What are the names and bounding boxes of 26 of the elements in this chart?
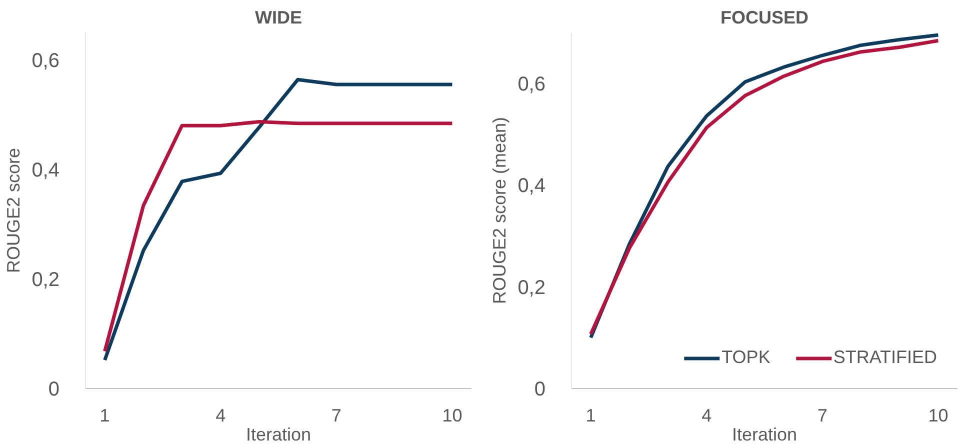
y-tick-label: 0,6 xyxy=(518,73,546,96)
x-tick-label: 10 xyxy=(928,406,948,426)
y-tick-label: 0,4 xyxy=(518,175,546,198)
chart-title: WIDE xyxy=(255,8,302,28)
x-tick-label: 4 xyxy=(216,406,226,426)
x-axis-title: Iteration xyxy=(732,424,798,444)
chart-title: FOCUSED xyxy=(720,8,809,28)
y-tick-label: 0,2 xyxy=(32,268,60,291)
legend-label: STRATIFIED xyxy=(833,347,937,368)
y-tick-label: 0,6 xyxy=(32,50,60,72)
y-tick-label: 0,4 xyxy=(32,159,60,182)
y-tick-label: 0 xyxy=(48,378,60,400)
y-axis-title: ROUGE2 score (mean) xyxy=(490,116,510,304)
y-tick-label: 0,2 xyxy=(518,276,546,299)
legend-label: TOPK xyxy=(722,347,770,368)
x-tick-label: 7 xyxy=(817,406,828,426)
line-series xyxy=(103,78,454,362)
x-tick-label: 7 xyxy=(331,406,342,426)
x-tick-label: 1 xyxy=(586,406,596,426)
line-series xyxy=(103,120,454,354)
x-tick-label: 1 xyxy=(100,406,110,426)
x-axis-title: Iteration xyxy=(246,424,312,444)
y-axis-title: ROUGE2 score xyxy=(4,148,24,274)
x-tick-label: 4 xyxy=(702,406,712,426)
y-tick-label: 0 xyxy=(534,378,546,400)
x-tick-label: 10 xyxy=(442,406,462,426)
